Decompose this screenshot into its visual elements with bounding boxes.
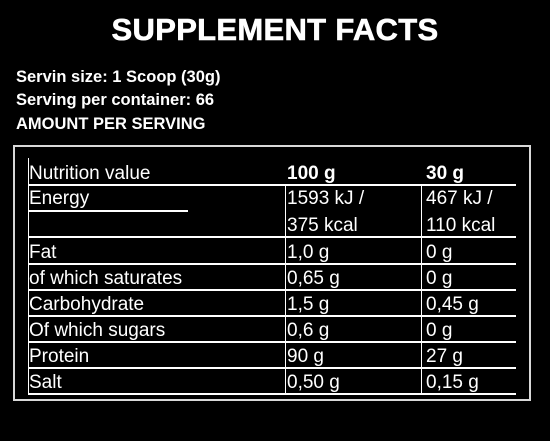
page-title: SUPPLEMENT FACTS — [111, 12, 439, 48]
row-per-100g: 375 kcal — [287, 215, 358, 236]
table-row: 375 kcal 110 kcal — [29, 213, 531, 239]
row-name: Carbohydrate — [29, 294, 145, 315]
table-row: Salt 0,50 g 0,15 g — [29, 370, 531, 396]
row-per-100g: 0,6 g — [287, 320, 330, 341]
row-per-100g: 0,50 g — [287, 372, 340, 393]
header-per-30g: 30 g — [426, 163, 465, 184]
column-divider — [285, 184, 286, 394]
row-per-100g: 90 g — [287, 346, 324, 367]
row-name: Of which sugars — [29, 320, 166, 341]
row-per-100g: 0,65 g — [287, 268, 340, 289]
amount-per-serving-heading: AMOUNT PER SERVING — [16, 115, 206, 133]
header-nutrition-value: Nutrition value — [29, 163, 151, 184]
header-per-100g: 100 g — [287, 163, 336, 184]
row-per-30g: 467 kJ / — [426, 188, 493, 209]
row-per-30g: 0 g — [426, 268, 453, 289]
serving-size: Servin size: 1 Scoop (30g) — [16, 68, 221, 86]
row-divider — [28, 393, 516, 395]
row-divider — [28, 236, 516, 238]
row-per-100g: 1593 kJ / — [287, 188, 365, 209]
table-row: Of which sugars 0,6 g 0 g — [29, 318, 531, 344]
row-name: of which saturates — [29, 268, 183, 289]
table-row: Protein 90 g 27 g — [29, 344, 531, 370]
row-divider — [28, 341, 516, 343]
column-divider — [421, 184, 422, 394]
row-per-30g: 27 g — [426, 346, 463, 367]
row-name: Fat — [29, 242, 57, 263]
row-per-30g: 0,45 g — [426, 294, 479, 315]
column-divider — [28, 158, 29, 394]
table-row: of which saturates 0,65 g 0 g — [29, 266, 531, 292]
row-divider — [28, 367, 516, 369]
row-divider — [28, 263, 516, 265]
row-name: Energy — [29, 188, 90, 209]
table-row: Carbohydrate 1,5 g 0,45 g — [29, 292, 531, 318]
row-divider — [28, 184, 516, 186]
row-name: Protein — [29, 346, 90, 367]
row-name: Salt — [29, 372, 62, 393]
row-divider — [28, 289, 516, 291]
row-per-30g: 0 g — [426, 320, 453, 341]
row-per-30g: 0,15 g — [426, 372, 479, 393]
row-per-30g: 110 kcal — [426, 215, 496, 236]
row-divider — [28, 210, 188, 212]
table-row: Energy 1593 kJ / 467 kJ / — [29, 186, 531, 212]
row-per-100g: 1,0 g — [287, 242, 330, 263]
row-divider — [28, 315, 516, 317]
servings-per-container: Serving per container: 66 — [16, 91, 215, 109]
table-header-row: Nutrition value 100 g 30 g — [29, 161, 531, 187]
row-per-30g: 0 g — [426, 242, 453, 263]
nutrition-table: Nutrition value 100 g 30 g Energy 1593 k… — [13, 145, 531, 401]
table-row: Fat 1,0 g 0 g — [29, 240, 531, 266]
row-per-100g: 1,5 g — [287, 294, 330, 315]
